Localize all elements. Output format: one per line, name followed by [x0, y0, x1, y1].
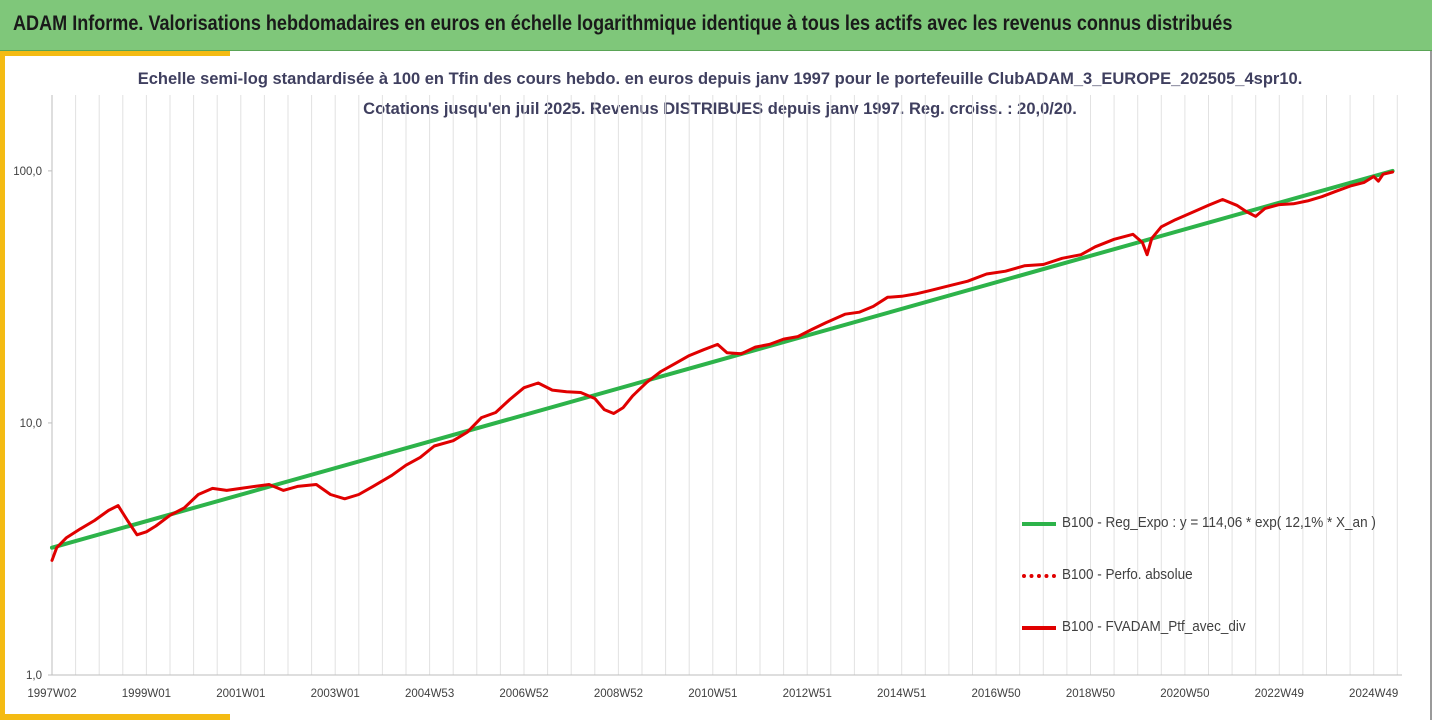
legend-swatch-green-line: [1022, 522, 1056, 526]
x-tick-label: 2014W51: [877, 688, 926, 700]
accent-bar-top: [0, 51, 230, 56]
y-tick-label: 100,0: [13, 166, 42, 178]
x-tick-label: 2008W52: [594, 688, 643, 700]
y-tick-label: 1,0: [26, 670, 42, 682]
x-tick-label: 2006W52: [499, 688, 548, 700]
accent-bar-left: [0, 51, 5, 720]
x-tick-label: 2020W50: [1160, 688, 1209, 700]
header-bar: [0, 0, 1432, 51]
legend-label-regression: B100 - Reg_Expo : y = 114,06 * exp( 12,1…: [1062, 514, 1376, 531]
x-tick-label: 2003W01: [311, 688, 360, 700]
legend-item-perfo-absolue: B100 - Perfo. absolue: [1022, 562, 1422, 614]
x-tick-label: 2010W51: [688, 688, 737, 700]
x-tick-label: 1999W01: [122, 688, 171, 700]
legend-swatch-red-line: [1022, 626, 1056, 630]
chart-title-line2: Cotations jusqu'en juil 2025. Revenus DI…: [363, 100, 1077, 118]
series-line-regression: [50, 168, 1395, 550]
frame-right-border: [1430, 51, 1432, 720]
legend-item-regression: B100 - Reg_Expo : y = 114,06 * exp( 12,1…: [1022, 510, 1422, 562]
x-tick-label: 2024W49: [1349, 688, 1398, 700]
x-tick-label: 2016W50: [971, 688, 1020, 700]
legend-item-portfolio: B100 - FVADAM_Ptf_avec_div: [1022, 614, 1422, 666]
x-tick-label: 2018W50: [1066, 688, 1115, 700]
header-title: ADAM Informe. Valorisations hebdomadaire…: [13, 12, 1233, 35]
x-tick-label: 2004W53: [405, 688, 454, 700]
chart-title-line1: Echelle semi-log standardisée à 100 en T…: [137, 70, 1303, 88]
x-tick-label: 2012W51: [783, 688, 832, 700]
legend-swatch-red-dotted: [1022, 574, 1056, 578]
accent-bar-bottom: [0, 714, 230, 720]
x-tick-label: 1997W02: [27, 688, 76, 700]
x-tick-label: 2001W01: [216, 688, 265, 700]
legend-label-perfo-absolue: B100 - Perfo. absolue: [1062, 566, 1193, 583]
series-line-portfolio: [50, 170, 1395, 562]
chart-legend: B100 - Reg_Expo : y = 114,06 * exp( 12,1…: [1022, 510, 1422, 666]
x-tick-label: 2022W49: [1255, 688, 1304, 700]
y-tick-label: 10,0: [20, 418, 42, 430]
legend-label-portfolio: B100 - FVADAM_Ptf_avec_div: [1062, 618, 1246, 635]
